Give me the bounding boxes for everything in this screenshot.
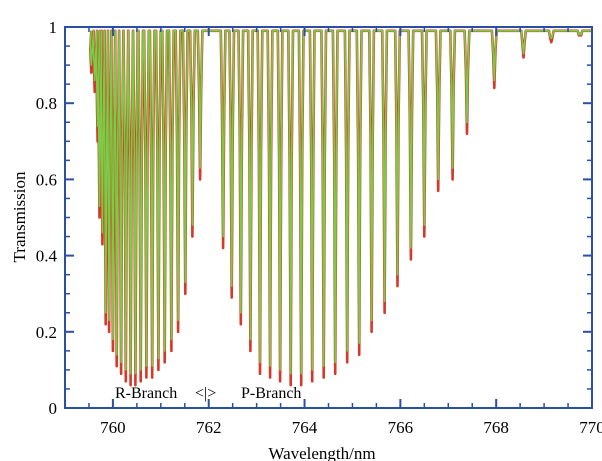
x-tick-label: 770 xyxy=(579,418,602,437)
x-tick-label: 762 xyxy=(196,418,222,437)
y-tick-label: 0.4 xyxy=(36,247,58,266)
y-tick-label: 0.8 xyxy=(36,94,57,113)
y-tick-label: 0.6 xyxy=(36,170,57,189)
y-tick-label: 1 xyxy=(49,18,58,37)
branch-separator-label: <|> xyxy=(195,385,216,402)
x-tick-label: 768 xyxy=(483,418,509,437)
y-tick-label: 0 xyxy=(49,399,58,418)
x-tick-label: 760 xyxy=(100,418,126,437)
y-axis-title: Transmission xyxy=(10,171,29,263)
x-tick-label: 766 xyxy=(388,418,414,437)
x-tick-label: 764 xyxy=(292,418,318,437)
p-branch-label: P-Branch xyxy=(241,385,301,402)
series-layer xyxy=(90,31,592,385)
y-tick-label: 0.2 xyxy=(36,323,57,342)
x-axis-title: Wavelength/nm xyxy=(268,444,375,461)
r-branch-label: R-Branch xyxy=(115,385,177,402)
